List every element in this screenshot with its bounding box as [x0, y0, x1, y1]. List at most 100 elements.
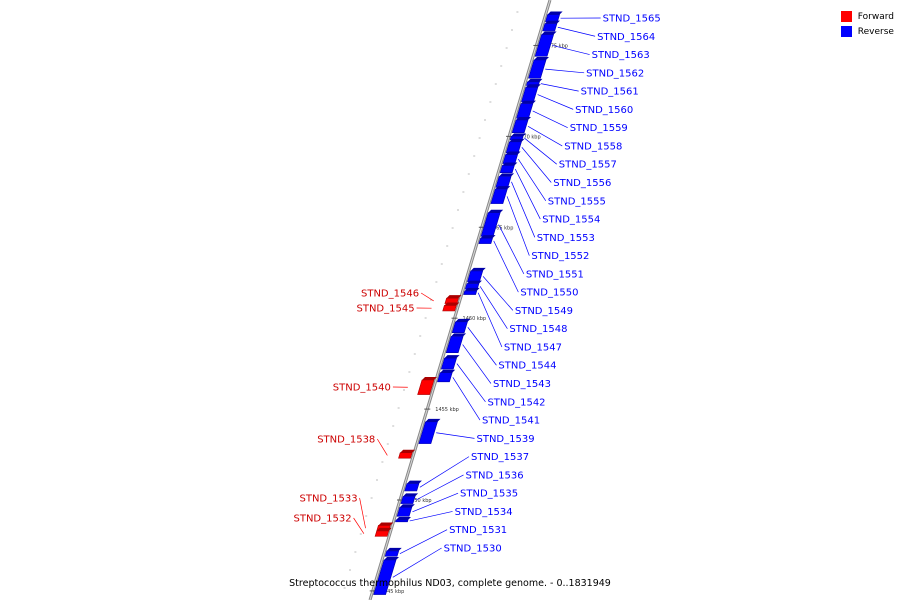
gene-label: STND_1561 [581, 87, 639, 98]
legend-label-forward: Forward [857, 11, 894, 22]
gene-box-top [446, 295, 462, 299]
gene-connector [514, 168, 541, 220]
gene-box [400, 496, 416, 504]
gene-label: STND_1539 [476, 434, 534, 445]
gene-box-top [444, 355, 460, 359]
gene-box-top [505, 151, 521, 155]
gene-connector [399, 529, 448, 554]
legend-swatch-reverse [840, 26, 852, 37]
gene-label: STND_1554 [542, 215, 600, 226]
gene-connector [479, 286, 508, 329]
gene-STND_1536 [400, 493, 419, 504]
gene-box-top [444, 302, 460, 306]
ruler-label: 1460 kbp [463, 316, 487, 322]
gene-connector [521, 147, 552, 183]
gene-STND_1545 [442, 302, 460, 312]
gene-STND_1530 [373, 557, 399, 595]
gene-connector [419, 456, 470, 488]
gene-box-top [534, 57, 549, 60]
gene-box-top [502, 162, 518, 166]
gene-connector [436, 432, 475, 439]
gene-connector [456, 363, 486, 403]
gene-label: STND_1542 [487, 397, 545, 408]
gene-box-top [376, 527, 392, 531]
gene-STND_1555 [502, 151, 521, 164]
gene-STND_1550 [478, 235, 496, 244]
gene-connector [552, 45, 590, 55]
gene-box-top [544, 20, 560, 24]
gene-box-top [466, 280, 482, 284]
gene-box [499, 165, 515, 174]
gene-box-top [396, 517, 411, 520]
gene-box-top [399, 504, 415, 508]
gene-box-top [509, 138, 525, 142]
gene-STND_1565 [545, 11, 563, 23]
gene-STND_1542 [440, 355, 460, 370]
gene-STND_1544 [451, 318, 471, 334]
gene-box-top [480, 235, 496, 239]
gene-connector [482, 276, 514, 311]
gene-box-top [541, 31, 557, 35]
legend-label-reverse: Reverse [857, 26, 894, 37]
gene-label: STND_1530 [444, 544, 502, 555]
gene-label: STND_1558 [564, 141, 622, 152]
gene-box [404, 483, 420, 492]
gene-box-top [451, 333, 467, 337]
gene-STND_1541 [437, 369, 456, 383]
gene-STND_1554 [499, 162, 518, 174]
gene-label: STND_1556 [553, 178, 611, 189]
gene-label: STND_1535 [460, 489, 518, 500]
gene-box [396, 506, 413, 517]
gene-box [398, 452, 413, 459]
gene-connector [409, 511, 453, 522]
ruler-label: 1445 kbp [381, 589, 405, 595]
gene-connector [506, 196, 530, 256]
gene-label: STND_1546 [361, 289, 419, 300]
gene-label: STND_1537 [471, 452, 529, 463]
gene-connector [467, 327, 497, 366]
gene-connector [477, 292, 503, 348]
gene-STND_1538 [398, 449, 416, 459]
gene-box [384, 550, 400, 557]
gene-connector [420, 292, 434, 302]
gene-box-top [400, 449, 416, 453]
gene-label: STND_1532 [294, 514, 352, 525]
gene-box-top [440, 369, 456, 373]
gene-box [463, 290, 478, 295]
gene-connector [377, 438, 388, 456]
gene-label: STND_1548 [509, 324, 567, 335]
gene-label: STND_1541 [482, 416, 540, 427]
gene-label: STND_1551 [526, 269, 584, 280]
gene-box-top [470, 267, 486, 271]
gene-label: STND_1562 [586, 68, 644, 79]
gene-STND_1535 [396, 504, 415, 517]
gene-box [395, 519, 409, 523]
gene-connector [462, 344, 492, 384]
gene-label: STND_1559 [570, 123, 628, 134]
gene-label: STND_1550 [520, 288, 578, 299]
gene-box-top [384, 557, 399, 560]
gene-box-top [495, 186, 511, 190]
ruler-label: 1455 kbp [435, 407, 459, 413]
gene-label: STND_1533 [300, 494, 358, 505]
gene-STND_1546 [444, 295, 462, 304]
gene-box [442, 305, 457, 312]
legend-item-forward: Forward [840, 9, 894, 24]
gene-box-top [499, 173, 515, 177]
ruler-label: 1470 kbp [517, 134, 541, 140]
gene-label: STND_1565 [603, 14, 661, 25]
gene-STND_1537 [404, 480, 422, 492]
gene-label: STND_1536 [466, 470, 524, 481]
gene-box-top [455, 318, 471, 322]
gene-label: STND_1534 [455, 507, 513, 518]
gene-label: STND_1555 [548, 196, 606, 207]
ruler-label: 1465 kbp [490, 225, 514, 231]
gene-box [478, 237, 493, 244]
gene-STND_1540 [417, 377, 437, 395]
gene-box-top [425, 418, 441, 422]
gene-label: STND_1544 [498, 361, 556, 372]
gene-STND_1543 [445, 333, 467, 354]
backbone-shadow-ticks [343, 11, 519, 589]
gene-box [502, 154, 519, 164]
gene-track: STND_1565 STND_1564 STND_1563 STND_1562 STND… [294, 11, 661, 595]
